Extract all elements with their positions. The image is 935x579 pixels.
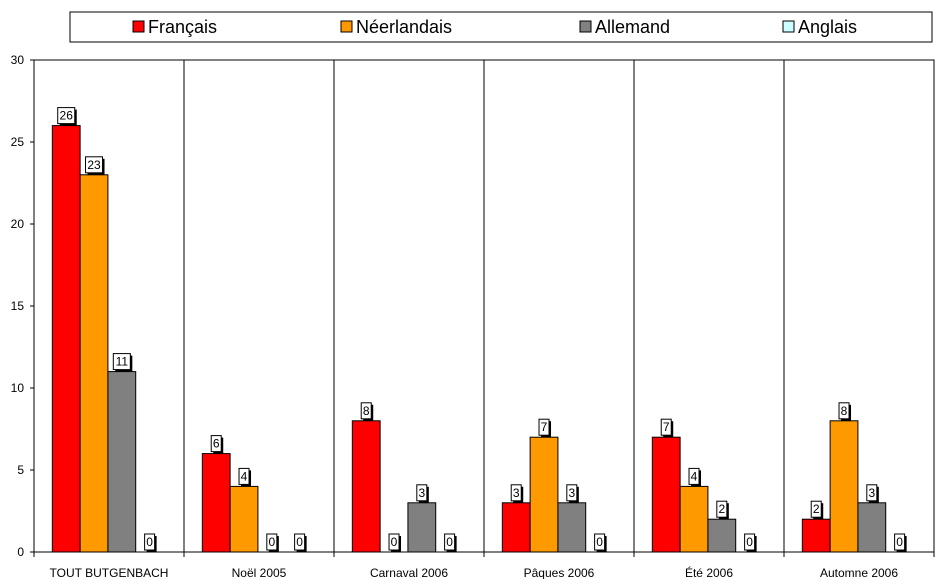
bar: [79, 174, 109, 553]
x-tick-label: Noël 2005: [232, 566, 287, 579]
data-label-box: [716, 500, 728, 518]
data-label-box: [85, 156, 104, 174]
bar: [501, 502, 531, 553]
data-label-box: [444, 533, 456, 551]
data-label: 2: [718, 502, 725, 516]
x-axis: TOUT BUTGENBACH Noël 2005 Carnaval 2006 Pâq…: [33, 552, 935, 579]
legend-label-4: Anglais: [798, 17, 857, 37]
data-label: 0: [268, 535, 275, 549]
y-tick-label: 0: [17, 545, 24, 559]
bar: [229, 485, 259, 553]
legend-label-3: Allemand: [595, 17, 670, 37]
bar: [857, 502, 887, 553]
data-label-box: [294, 533, 306, 551]
legend-swatch-3: [579, 20, 592, 33]
x-tick-label: TOUT BUTGENBACH: [50, 566, 169, 579]
data-label-box: [360, 402, 372, 420]
bar: [529, 436, 559, 553]
data-label: 0: [896, 535, 903, 549]
data-label: 8: [841, 404, 848, 418]
data-label: 3: [868, 486, 875, 500]
y-tick-label: 25: [11, 135, 25, 149]
data-label: 0: [746, 535, 753, 549]
data-label: 4: [691, 469, 698, 483]
category-gridlines: [183, 60, 785, 552]
bar: [407, 502, 437, 553]
bar: [801, 518, 831, 553]
legend-label-1: Français: [148, 17, 217, 37]
data-label: 3: [568, 486, 575, 500]
data-label-box: [238, 467, 250, 485]
data-label-box: [112, 353, 131, 371]
data-label-box: [266, 533, 278, 551]
legend-swatch-1: [132, 20, 145, 33]
legend-label-2: Néerlandais: [356, 17, 452, 37]
data-label: 26: [60, 109, 74, 123]
y-tick-label: 15: [11, 299, 25, 313]
data-label: 2: [813, 502, 820, 516]
x-tick-label: Été 2006: [685, 565, 733, 579]
data-label-box: [866, 484, 878, 502]
data-label-box: [57, 107, 76, 125]
x-tick-label: Pâques 2006: [524, 566, 595, 579]
data-label: 3: [418, 486, 425, 500]
bar: [679, 485, 709, 553]
y-tick-label: 10: [11, 381, 25, 395]
y-tick-label: 5: [17, 463, 24, 477]
y-tick-label: 30: [11, 53, 25, 67]
data-label: 7: [541, 420, 548, 434]
bar: [707, 518, 737, 553]
legend-swatch-2: [340, 20, 353, 33]
data-label-box: [894, 533, 906, 551]
data-label-box: [660, 418, 672, 436]
data-label: 0: [391, 535, 398, 549]
data-label: 0: [146, 535, 153, 549]
y-axis: 0 5 10 15 20 25 30: [11, 53, 34, 559]
data-label-box: [388, 533, 400, 551]
x-tick-label: Automne 2006: [820, 566, 898, 579]
data-label: 6: [213, 437, 220, 451]
data-label-box: [688, 467, 700, 485]
bars: [51, 125, 887, 553]
data-label: 0: [596, 535, 603, 549]
data-label: 0: [446, 535, 453, 549]
bar: [107, 371, 137, 553]
data-label-box: [810, 500, 822, 518]
data-label-box: [510, 484, 522, 502]
bar: [557, 502, 587, 553]
bar: [51, 125, 81, 553]
data-label: 0: [296, 535, 303, 549]
data-label: 4: [241, 469, 248, 483]
bar: [651, 436, 681, 553]
bar: [201, 453, 231, 553]
data-label: 11: [116, 355, 129, 369]
bar: [351, 420, 381, 553]
data-label-box: [144, 533, 156, 551]
data-label-box: [594, 533, 606, 551]
data-label-box: [538, 418, 550, 436]
data-label-box: [416, 484, 428, 502]
x-tick-label: Carnaval 2006: [370, 566, 448, 579]
y-tick-label: 20: [11, 217, 25, 231]
data-label: 8: [363, 404, 370, 418]
bar: [829, 420, 859, 553]
data-label-box: [744, 533, 756, 551]
data-label-box: [566, 484, 578, 502]
data-label-box: [210, 435, 222, 453]
data-label: 3: [513, 486, 520, 500]
legend-swatch-4: [782, 20, 795, 33]
legend: Français Néerlandais Allemand Anglais: [69, 11, 933, 43]
data-label: 7: [663, 420, 670, 434]
data-label: 23: [87, 158, 101, 172]
data-label-box: [838, 402, 850, 420]
